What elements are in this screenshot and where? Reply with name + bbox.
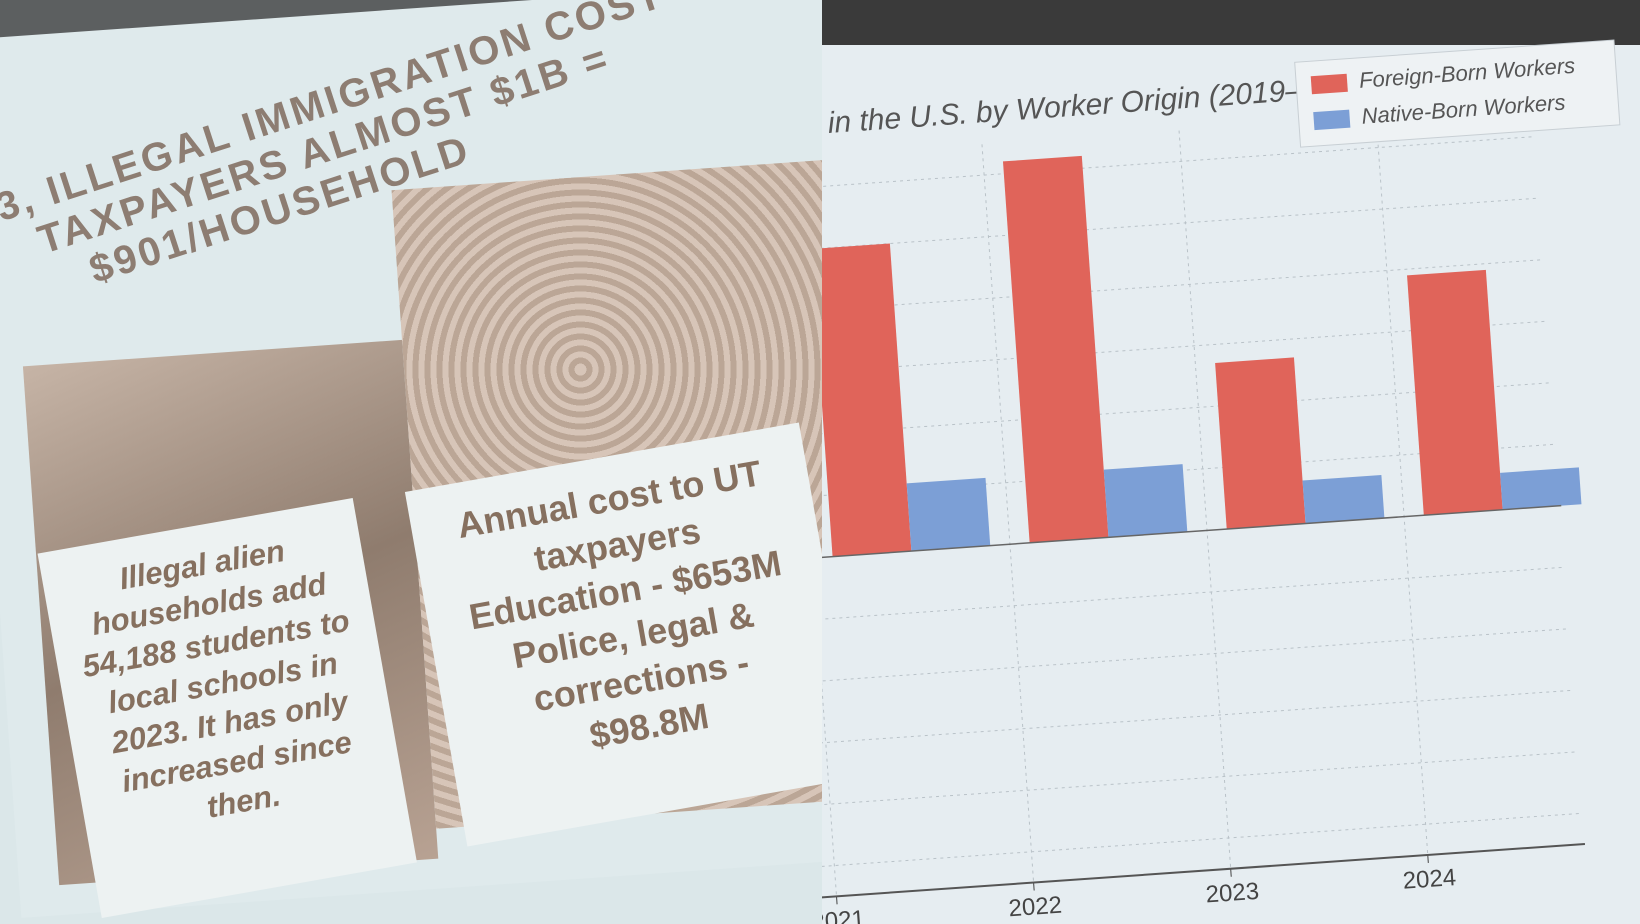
x-tick [1033, 882, 1035, 891]
grid-line [822, 751, 1579, 806]
grid-line [1178, 130, 1232, 869]
grid-line [822, 136, 1536, 191]
x-tick [1427, 854, 1429, 863]
grid-line [822, 197, 1540, 253]
x-tick-label: 2021 [811, 905, 866, 924]
left-photo: 3, ILLEGAL IMMIGRATION COST UT TAXPAYERS… [0, 0, 822, 924]
x-tick-label: 2023 [1205, 878, 1260, 909]
plot: n in the U.S. by Worker Origin (2019–202… [811, 39, 1621, 924]
bar [1002, 155, 1109, 543]
grid-line [822, 320, 1549, 376]
grid-line [1375, 116, 1429, 856]
ceiling [822, 0, 1640, 45]
zero-line [822, 504, 1562, 561]
grid-line [822, 158, 838, 897]
chart-panel: n in the U.S. by Worker Origin (2019–202… [811, 0, 1640, 924]
bar [822, 243, 912, 557]
x-axis [822, 842, 1586, 899]
legend-box [1294, 39, 1621, 148]
grid-line [822, 689, 1575, 745]
x-tick-label: 2024 [1402, 864, 1457, 895]
x-tick [1230, 868, 1232, 877]
bar [1302, 474, 1385, 524]
grid-line [822, 812, 1583, 868]
grid-line [822, 382, 1553, 437]
bar [1103, 464, 1188, 538]
legend-swatch [1310, 73, 1348, 95]
grid-line [822, 259, 1545, 314]
x-tick [836, 896, 838, 905]
legend-swatch [1313, 109, 1351, 131]
x-tick-label: 2022 [1008, 892, 1063, 923]
grid-line [981, 144, 1035, 883]
bar [1215, 357, 1306, 530]
bar [1500, 467, 1582, 510]
grid-line [822, 628, 1570, 683]
bar [1407, 269, 1503, 516]
grid-line [822, 566, 1566, 622]
bar [906, 477, 991, 552]
